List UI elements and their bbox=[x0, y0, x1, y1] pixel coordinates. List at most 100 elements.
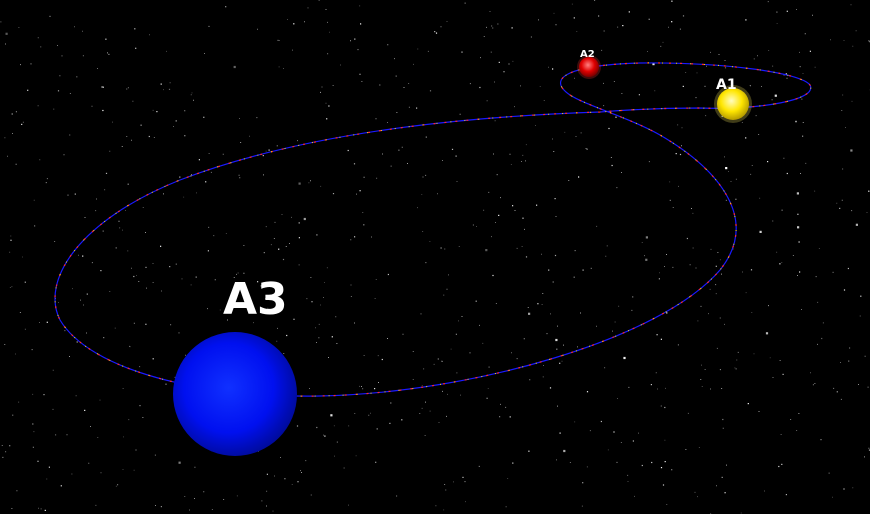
star bbox=[396, 112, 398, 113]
star bbox=[571, 3, 573, 5]
star bbox=[109, 291, 111, 292]
star bbox=[753, 58, 755, 60]
star bbox=[40, 508, 42, 510]
star bbox=[483, 209, 485, 211]
star bbox=[701, 364, 702, 366]
star bbox=[841, 110, 843, 111]
star bbox=[781, 262, 783, 263]
star bbox=[568, 180, 570, 181]
star bbox=[375, 461, 377, 463]
star bbox=[184, 496, 186, 497]
star bbox=[620, 442, 622, 443]
star bbox=[750, 85, 751, 87]
star bbox=[590, 267, 592, 269]
star bbox=[148, 135, 150, 138]
star bbox=[689, 264, 691, 266]
star bbox=[556, 459, 557, 461]
star bbox=[318, 337, 320, 339]
star bbox=[174, 376, 176, 378]
star bbox=[293, 318, 295, 320]
star bbox=[696, 72, 698, 74]
star bbox=[222, 153, 224, 155]
star bbox=[465, 501, 466, 503]
star bbox=[266, 505, 267, 507]
star bbox=[262, 155, 264, 157]
star bbox=[492, 274, 494, 277]
star bbox=[46, 321, 48, 323]
star bbox=[528, 312, 531, 315]
star bbox=[557, 405, 558, 407]
star bbox=[768, 50, 770, 51]
star bbox=[664, 266, 665, 267]
star bbox=[44, 509, 46, 511]
star bbox=[330, 414, 333, 417]
star bbox=[561, 360, 563, 362]
star bbox=[695, 97, 697, 99]
star bbox=[223, 499, 225, 500]
star bbox=[446, 415, 447, 417]
star bbox=[521, 161, 522, 162]
star bbox=[74, 26, 75, 28]
star bbox=[776, 11, 778, 13]
star bbox=[632, 296, 634, 298]
star bbox=[552, 281, 554, 283]
star bbox=[153, 137, 155, 138]
star bbox=[422, 176, 424, 178]
star bbox=[613, 431, 615, 433]
star bbox=[321, 86, 323, 88]
star bbox=[277, 39, 279, 41]
star bbox=[429, 410, 431, 412]
star bbox=[332, 193, 335, 195]
star bbox=[417, 48, 419, 50]
star bbox=[76, 341, 78, 343]
star bbox=[662, 484, 665, 486]
star bbox=[769, 357, 771, 359]
star bbox=[704, 85, 706, 87]
star bbox=[86, 332, 87, 334]
star bbox=[184, 110, 186, 112]
star bbox=[360, 23, 362, 25]
star bbox=[535, 125, 536, 126]
star bbox=[687, 412, 689, 414]
star bbox=[627, 474, 629, 476]
star bbox=[832, 496, 833, 498]
star bbox=[24, 328, 26, 330]
star bbox=[668, 26, 669, 28]
star bbox=[138, 281, 140, 282]
star bbox=[578, 176, 580, 178]
star bbox=[755, 115, 757, 117]
star bbox=[845, 127, 846, 128]
star bbox=[710, 388, 711, 390]
star bbox=[152, 109, 154, 111]
star bbox=[855, 223, 858, 226]
star bbox=[303, 217, 306, 221]
star bbox=[836, 202, 838, 204]
star bbox=[758, 411, 760, 412]
star bbox=[236, 273, 237, 275]
star bbox=[505, 506, 507, 508]
star bbox=[747, 403, 749, 405]
star bbox=[461, 316, 463, 317]
star bbox=[348, 504, 349, 506]
star bbox=[378, 382, 379, 383]
star bbox=[527, 307, 529, 308]
star bbox=[644, 255, 645, 257]
star bbox=[482, 342, 484, 344]
star bbox=[795, 120, 797, 122]
body-a2-label: A2 bbox=[580, 49, 595, 60]
star bbox=[64, 330, 66, 332]
star bbox=[525, 256, 528, 258]
star bbox=[298, 264, 300, 266]
star bbox=[792, 255, 794, 256]
star bbox=[57, 90, 60, 92]
star bbox=[198, 159, 200, 161]
star bbox=[494, 81, 495, 83]
star bbox=[12, 113, 13, 115]
star bbox=[433, 363, 435, 365]
star bbox=[781, 209, 783, 211]
star bbox=[225, 233, 227, 234]
star bbox=[361, 386, 362, 387]
star bbox=[724, 156, 725, 158]
star bbox=[799, 271, 801, 273]
